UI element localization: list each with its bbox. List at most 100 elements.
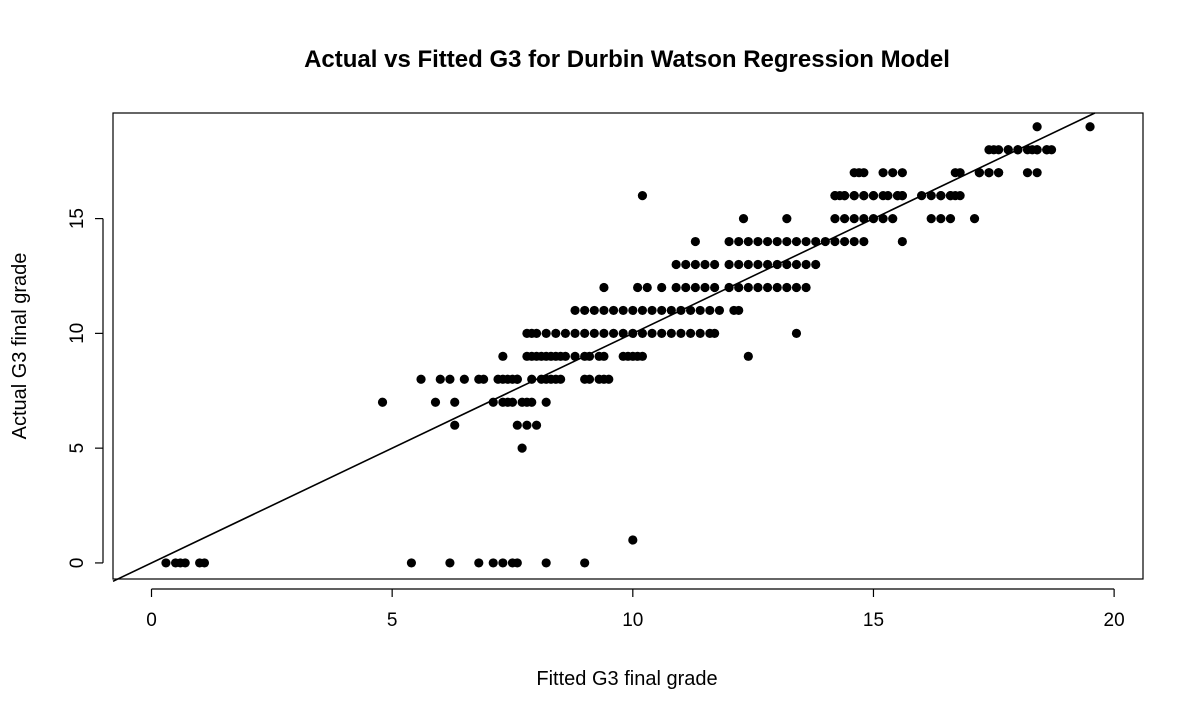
data-point [450, 397, 460, 407]
data-point [556, 374, 566, 384]
data-point [618, 305, 628, 316]
x-tick-label: 5 [387, 610, 398, 631]
data-point [859, 213, 869, 224]
data-point [734, 259, 744, 270]
data-point [705, 305, 715, 316]
data-point [710, 282, 720, 293]
data-point [714, 305, 725, 316]
data-point [671, 282, 681, 293]
data-point [710, 259, 720, 270]
data-point [753, 259, 763, 270]
data-point [599, 328, 609, 338]
data-point [936, 191, 946, 201]
data-point [199, 558, 210, 568]
data-point [628, 535, 638, 545]
data-point [570, 328, 580, 338]
data-point [522, 420, 532, 430]
y-tick-label: 10 [67, 323, 88, 344]
data-point [897, 191, 907, 201]
data-point [406, 558, 417, 568]
data-point [517, 443, 527, 453]
data-point [507, 397, 518, 407]
data-point [811, 259, 821, 270]
data-point [743, 259, 753, 270]
data-point [608, 305, 619, 316]
data-point [772, 282, 782, 293]
data-point [724, 236, 734, 247]
data-point [560, 328, 571, 338]
data-point [512, 420, 522, 430]
data-point [681, 259, 691, 270]
data-point [551, 328, 561, 338]
data-point [531, 328, 542, 338]
data-point [849, 236, 859, 247]
data-point [734, 305, 744, 316]
data-point [580, 305, 590, 316]
data-point [580, 558, 590, 568]
data-point [743, 351, 753, 361]
data-point [570, 351, 580, 361]
data-point [839, 191, 850, 201]
data-point [512, 374, 522, 384]
data-point [430, 397, 441, 407]
data-point [782, 259, 792, 270]
data-point [772, 236, 782, 247]
data-point [897, 236, 907, 247]
data-point [647, 328, 657, 338]
y-axis: 0 5 10 15 [67, 208, 104, 568]
data-point [541, 558, 551, 568]
data-point [161, 558, 171, 568]
data-point [637, 351, 648, 361]
data-point [608, 328, 619, 338]
data-point [724, 259, 734, 270]
data-point [435, 374, 445, 384]
data-point [849, 213, 859, 224]
data-point [753, 236, 763, 247]
data-point [1085, 122, 1095, 132]
data-point [974, 168, 984, 178]
data-point [474, 558, 484, 568]
data-point [628, 305, 638, 316]
data-point [1032, 168, 1042, 178]
data-point [690, 282, 700, 293]
data-point [791, 259, 802, 270]
data-point [647, 305, 657, 316]
y-tick-label: 15 [67, 208, 88, 229]
data-point [531, 420, 542, 430]
data-point [180, 558, 190, 568]
data-point [811, 236, 821, 247]
data-point [743, 282, 753, 293]
data-point [1022, 168, 1033, 178]
data-point [878, 191, 888, 201]
data-point [791, 282, 802, 293]
data-point [700, 282, 710, 293]
data-point [1003, 145, 1013, 155]
data-point [782, 213, 792, 224]
data-point [541, 328, 551, 338]
data-point [488, 397, 498, 407]
data-point [445, 558, 455, 568]
data-point [1013, 145, 1023, 155]
data-point [897, 168, 907, 178]
data-point [584, 374, 595, 384]
data-point [878, 213, 888, 224]
data-point [791, 236, 802, 247]
data-point [637, 305, 648, 316]
data-point [1046, 145, 1057, 155]
data-point [637, 191, 648, 201]
x-tick-label: 10 [622, 610, 643, 631]
x-tick-label: 0 [146, 610, 157, 631]
data-point [994, 145, 1004, 155]
data-point [936, 213, 946, 224]
data-point [642, 282, 652, 293]
data-point [955, 168, 965, 178]
x-axis-label: Fitted G3 final grade [536, 668, 717, 690]
data-point [498, 351, 508, 361]
data-point [604, 374, 614, 384]
data-point [830, 213, 840, 224]
data-point [570, 305, 580, 316]
data-point [820, 236, 830, 247]
data-point [527, 374, 537, 384]
plot-frame [112, 112, 1144, 580]
data-point [743, 236, 753, 247]
